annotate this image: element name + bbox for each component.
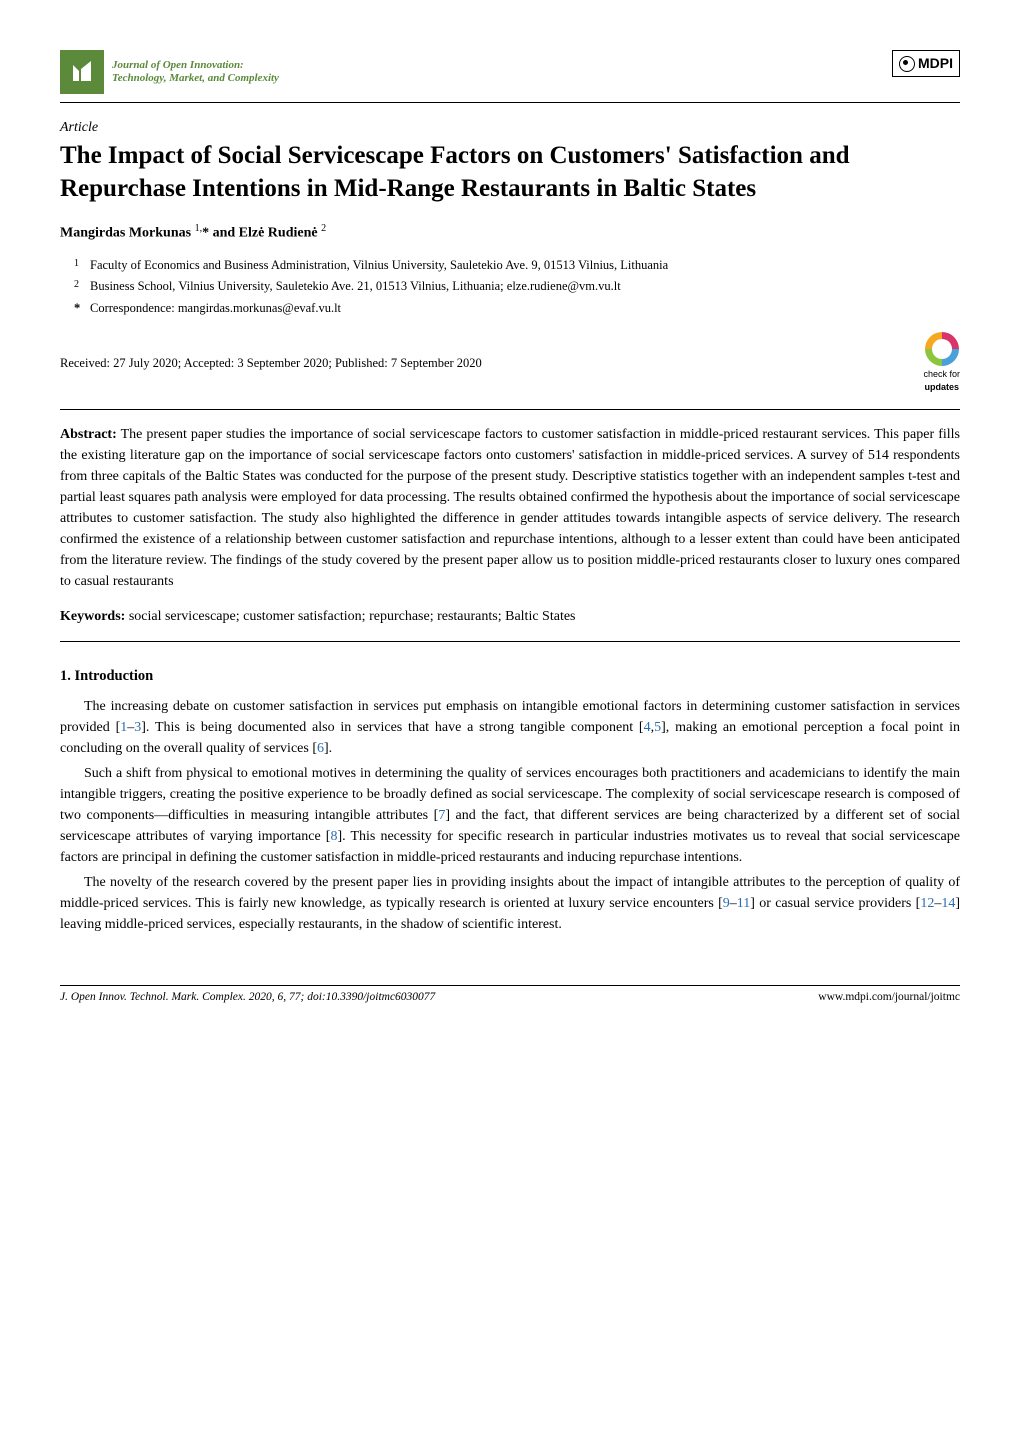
journal-name: Journal of Open Innovation: Technology, … xyxy=(112,59,279,85)
correspondence-text: Correspondence: mangirdas.morkunas@evaf.… xyxy=(90,299,341,318)
article-title: The Impact of Social Servicescape Factor… xyxy=(60,140,960,205)
check-updates-bottom: updates xyxy=(924,381,959,395)
journal-logo-icon xyxy=(60,50,104,94)
page-footer: J. Open Innov. Technol. Mark. Complex. 2… xyxy=(60,985,960,1006)
affiliation-num: 1 xyxy=(74,256,90,275)
journal-name-line2: Technology, Market, and Complexity xyxy=(112,72,279,85)
affiliations: 1 Faculty of Economics and Business Admi… xyxy=(74,256,960,318)
citation-link[interactable]: 11 xyxy=(737,896,750,911)
intro-paragraph-1: The increasing debate on customer satisf… xyxy=(60,696,960,759)
abstract-text: The present paper studies the importance… xyxy=(60,427,960,589)
abstract-label: Abstract: xyxy=(60,427,117,442)
journal-logo-block: Journal of Open Innovation: Technology, … xyxy=(60,50,279,94)
check-for-updates-badge[interactable]: check for updates xyxy=(923,332,960,395)
affiliation-2: 2 Business School, Vilnius University, S… xyxy=(74,277,960,296)
abstract-block: Abstract: The present paper studies the … xyxy=(60,409,960,642)
affiliation-text: Faculty of Economics and Business Admini… xyxy=(90,256,668,275)
affiliation-text: Business School, Vilnius University, Sau… xyxy=(90,277,621,296)
article-type: Article xyxy=(60,117,960,138)
page-header: Journal of Open Innovation: Technology, … xyxy=(60,50,960,94)
keywords-label: Keywords: xyxy=(60,609,125,624)
citation-link[interactable]: 9 xyxy=(723,896,730,911)
header-rule xyxy=(60,102,960,103)
citation-link[interactable]: 12 xyxy=(920,896,934,911)
intro-paragraph-3: The novelty of the research covered by t… xyxy=(60,872,960,935)
keywords-paragraph: Keywords: social servicescape; customer … xyxy=(60,606,960,627)
keywords-text: social servicescape; customer satisfacti… xyxy=(129,609,576,624)
affiliation-num: 2 xyxy=(74,277,90,296)
publisher-name: MDPI xyxy=(918,53,953,74)
journal-name-line1: Journal of Open Innovation: xyxy=(112,59,279,72)
correspondence: * Correspondence: mangirdas.morkunas@eva… xyxy=(74,299,960,318)
mdpi-circle-icon xyxy=(899,56,915,72)
section-heading-introduction: 1. Introduction xyxy=(60,666,960,688)
body-text: The increasing debate on customer satisf… xyxy=(60,696,960,935)
affiliation-1: 1 Faculty of Economics and Business Admi… xyxy=(74,256,960,275)
intro-paragraph-2: Such a shift from physical to emotional … xyxy=(60,763,960,868)
check-updates-top: check for xyxy=(923,368,960,382)
authors: Mangirdas Morkunas 1,* and Elzė Rudienė … xyxy=(60,221,960,244)
footer-left: J. Open Innov. Technol. Mark. Complex. 2… xyxy=(60,989,435,1006)
dates: Received: 27 July 2020; Accepted: 3 Sept… xyxy=(60,354,482,373)
citation-link[interactable]: 6 xyxy=(317,741,324,756)
citation-link[interactable]: 14 xyxy=(941,896,955,911)
footer-right[interactable]: www.mdpi.com/journal/joitmc xyxy=(818,989,960,1006)
correspondence-star: * xyxy=(74,299,90,318)
citation-link[interactable]: 4 xyxy=(644,720,651,735)
mdpi-logo: MDPI xyxy=(892,50,960,77)
crossmark-icon xyxy=(925,332,959,366)
dates-row: Received: 27 July 2020; Accepted: 3 Sept… xyxy=(60,332,960,395)
abstract-paragraph: Abstract: The present paper studies the … xyxy=(60,424,960,592)
